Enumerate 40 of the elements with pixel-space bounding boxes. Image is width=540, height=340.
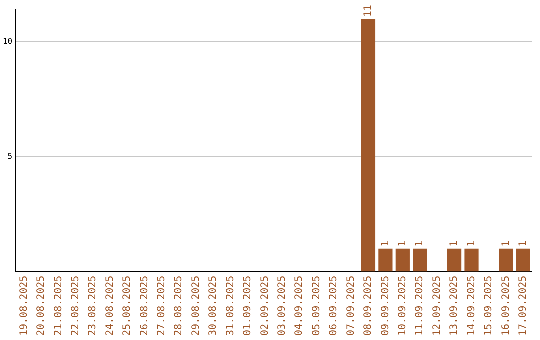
x-tick-label: 19.08.2025	[18, 276, 30, 336]
x-tick-label: 10.09.2025	[398, 276, 408, 336]
x-tick-label: 12.09.2025	[432, 276, 443, 336]
x-tick-label: 15.09.2025	[484, 276, 495, 336]
y-tick-label: 10	[2, 37, 13, 46]
data-label: 11	[363, 5, 374, 18]
data-label: 1	[466, 240, 478, 247]
x-tick-label: 28.08.2025	[174, 276, 185, 336]
x-tick-label: 25.08.2025	[122, 276, 134, 336]
x-tick-label: 09.09.2025	[380, 276, 392, 336]
x-tick-label: 29.08.2025	[190, 276, 202, 336]
x-tick-label: 14.09.2025	[466, 276, 478, 336]
x-tick-label: 11.09.2025	[414, 276, 426, 336]
data-label: 1	[500, 240, 512, 247]
x-tick-label: 23.08.2025	[88, 276, 99, 336]
x-tick-label: 27.08.2025	[156, 276, 168, 336]
x-tick-label: 21.08.2025	[53, 276, 64, 336]
data-label: 1	[518, 240, 529, 247]
x-tick-label: 13.09.2025	[449, 276, 460, 336]
data-label: 1	[414, 240, 426, 247]
x-tick-label: 31.08.2025	[225, 276, 236, 336]
x-tick-label: 08.09.2025	[363, 276, 374, 336]
x-tick-label: 24.08.2025	[104, 276, 116, 336]
x-tick-label: 06.09.2025	[328, 276, 340, 336]
x-tick-label: 20.08.2025	[36, 276, 48, 336]
y-tick-label: 5	[8, 152, 13, 162]
x-tick-label: 05.09.2025	[311, 276, 322, 336]
x-tick-label: 26.08.2025	[139, 276, 150, 336]
x-tick-label: 04.09.2025	[294, 276, 306, 336]
data-label: 1	[398, 240, 408, 247]
x-tick-label: 03.09.2025	[277, 276, 288, 336]
x-tick-label: 22.08.2025	[70, 276, 82, 336]
data-label: 1	[380, 240, 392, 247]
x-tick-label: 30.08.2025	[208, 276, 220, 336]
x-tick-label: 02.09.2025	[260, 276, 271, 336]
data-label: 1	[449, 240, 460, 247]
x-tick-label: 16.09.2025	[500, 276, 512, 336]
x-tick-label: 17.09.2025	[518, 276, 529, 336]
x-tick-label: 07.09.2025	[346, 276, 357, 336]
x-tick-label: 01.09.2025	[242, 276, 254, 336]
